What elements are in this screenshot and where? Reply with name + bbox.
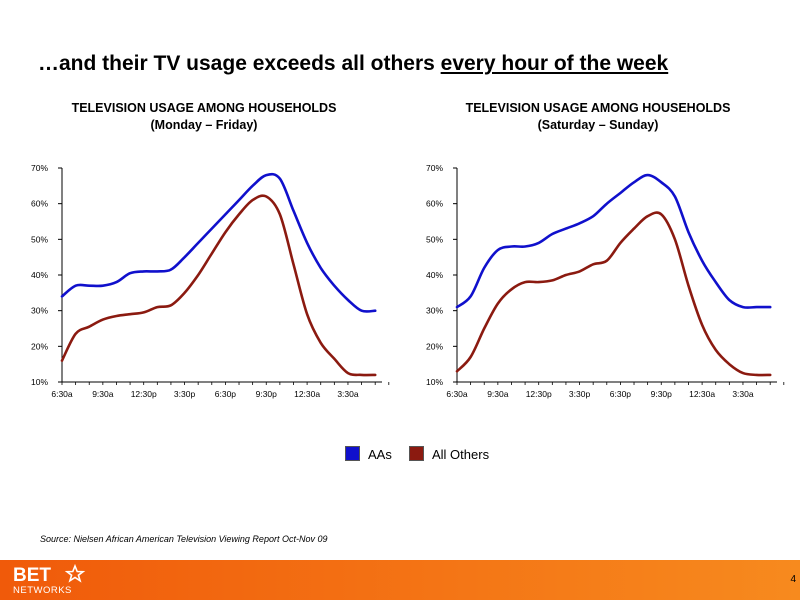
chart-weekday: 10% 20% 30% 40% 50% 60% 70% 6:30a 9:30a 12:30p 3:3… xyxy=(31,163,390,399)
x-tick-label: 6:30p xyxy=(610,389,632,399)
series-line-aas xyxy=(60,172,377,313)
chart-title-weekday-main: TELEVISION USAGE AMONG HOUSEHOLDS xyxy=(71,101,337,115)
slide-title-main: …and their TV usage exceeds all others xyxy=(38,52,441,75)
x-tick-label: 6:30a xyxy=(51,389,73,399)
y-tick-label: 40% xyxy=(31,270,48,280)
x-tick-label: 3:30p xyxy=(569,389,591,399)
chart-subtitle-weekday: (Monday – Friday) xyxy=(150,118,258,132)
page-number: 4 xyxy=(790,574,796,585)
series-line-all-others xyxy=(455,211,772,377)
y-tick-label: 50% xyxy=(426,234,443,244)
y-tick-label: 60% xyxy=(31,199,48,209)
series-line-all-others xyxy=(60,194,377,377)
y-tick-label: 20% xyxy=(31,341,48,351)
x-tick-label: 9:30a xyxy=(487,389,509,399)
y-tick-label: 40% xyxy=(426,270,443,280)
y-tick-label: 50% xyxy=(31,234,48,244)
legend-label-all-others: All Others xyxy=(432,447,490,462)
chart-title-weekend-main: TELEVISION USAGE AMONG HOUSEHOLDS xyxy=(465,101,731,115)
logo-text-networks: NETWORKS xyxy=(13,585,72,596)
y-tick-label: 70% xyxy=(426,163,443,173)
chart-weekend: 10% 20% 30% 40% 50% 60% 70% 6:30a 9:30a 12:30p 3:3… xyxy=(426,163,785,399)
source-note: Source: Nielsen African American Televis… xyxy=(40,534,328,544)
legend-swatch-all-others xyxy=(409,446,424,461)
legend-swatch-aas xyxy=(345,446,360,461)
logo-text-bet: BET xyxy=(13,565,51,586)
bet-networks-logo: BET NETWORKS xyxy=(13,563,86,596)
x-tick-label: 12:30a xyxy=(294,389,320,399)
x-tick-label: 9:30a xyxy=(92,389,114,399)
logo-star-icon xyxy=(64,563,86,583)
x-tick-label: 9:30p xyxy=(651,389,673,399)
slide-title-emphasis: every hour of the week xyxy=(440,52,669,75)
x-tick-label: 3:30a xyxy=(337,389,359,399)
legend-label-aas: AAs xyxy=(368,447,392,462)
x-tick-label: 12:30p xyxy=(526,389,552,399)
y-tick-label: 30% xyxy=(31,306,48,316)
y-tick-label: 30% xyxy=(426,306,443,316)
chart-title-weekday: TELEVISION USAGE AMONG HOUSEHOLDS (Monda… xyxy=(14,100,394,134)
x-tick-label: 12:30p xyxy=(131,389,157,399)
x-tick-label: 6:30p xyxy=(215,389,237,399)
footer-bar xyxy=(0,560,800,600)
y-tick-label: 60% xyxy=(426,199,443,209)
legend-item-aas: AAs xyxy=(345,446,392,462)
x-tick-label: 3:30p xyxy=(174,389,196,399)
x-tick-label: 9:30p xyxy=(256,389,278,399)
chart-title-weekend: TELEVISION USAGE AMONG HOUSEHOLDS (Satur… xyxy=(408,100,788,134)
slide-title: …and their TV usage exceeds all others e… xyxy=(38,52,668,76)
x-tick-label: 3:30a xyxy=(732,389,754,399)
x-tick-label: 12:30a xyxy=(689,389,715,399)
y-tick-label: 10% xyxy=(31,377,48,387)
series-line-aas xyxy=(455,173,772,309)
x-tick-label: 6:30a xyxy=(446,389,468,399)
legend-item-all-others: All Others xyxy=(409,446,489,462)
chart-subtitle-weekend: (Saturday – Sunday) xyxy=(537,118,659,132)
y-tick-label: 70% xyxy=(31,163,48,173)
y-tick-label: 10% xyxy=(426,377,443,387)
y-tick-label: 20% xyxy=(426,341,443,351)
